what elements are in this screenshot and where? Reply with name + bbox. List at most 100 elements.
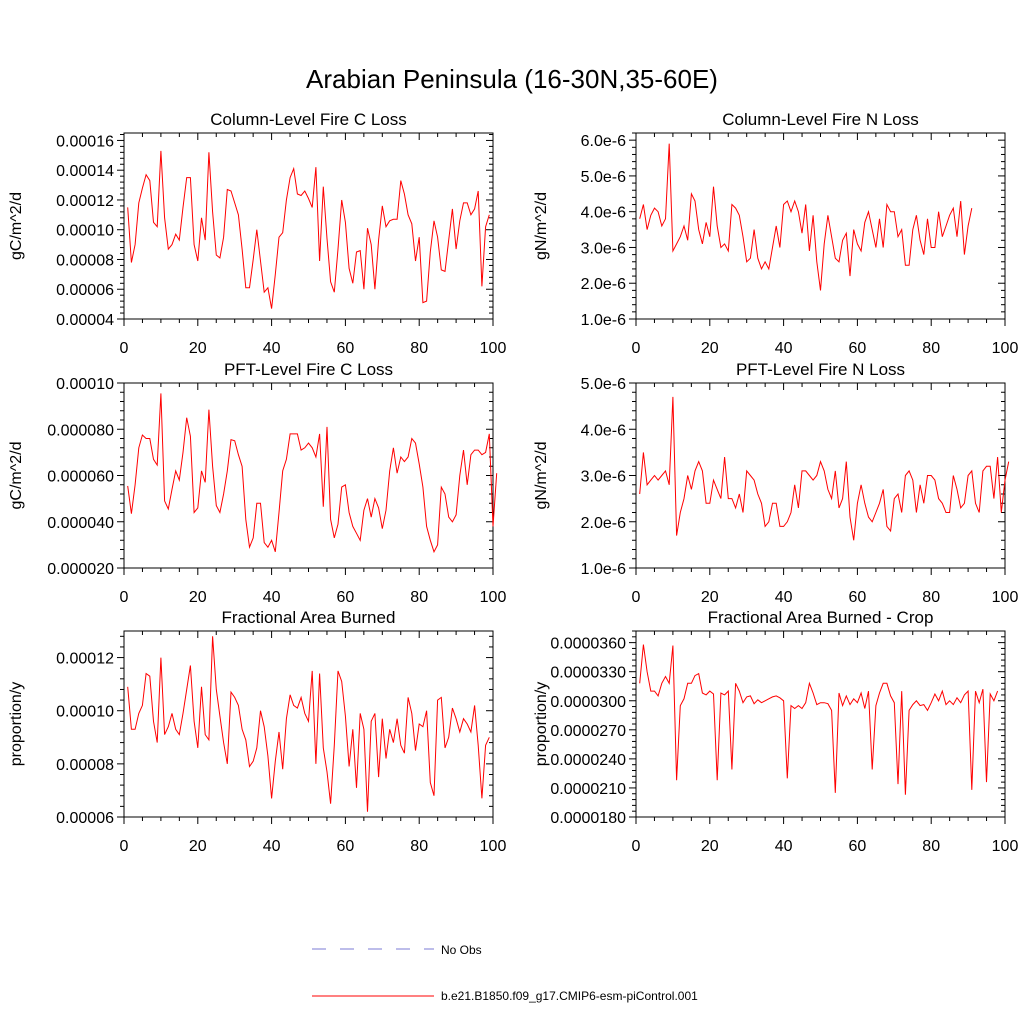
y-axis-label: gN/m^2/d <box>533 442 550 510</box>
x-tick-label: 100 <box>992 589 1019 606</box>
legend: No Obs b.e21.B1850.f09_g17.CMIP6-esm-piC… <box>312 943 698 1003</box>
y-axis-label: gC/m^2/d <box>8 192 25 260</box>
y-tick-label: 6.0e-6 <box>581 133 626 150</box>
x-tick-label: 60 <box>337 589 355 606</box>
y-tick-label: 0.00012 <box>56 193 114 210</box>
x-tick-label: 80 <box>922 838 940 855</box>
x-tick-label: 0 <box>120 589 129 606</box>
x-tick-label: 60 <box>849 340 867 357</box>
x-tick-label: 80 <box>922 340 940 357</box>
legend-label-model: b.e21.B1850.f09_g17.CMIP6-esm-piControl.… <box>441 989 698 1003</box>
y-tick-label: 0.0000180 <box>550 810 626 827</box>
plot-frame <box>123 132 494 320</box>
y-tick-label: 0.000040 <box>47 515 114 532</box>
series-line <box>639 143 973 291</box>
panels: Column-Level Fire C Loss 0 20 40 60 80 100 0.00… <box>8 110 1018 855</box>
x-tick-label: 0 <box>632 589 641 606</box>
x-tick-label: 20 <box>189 340 207 357</box>
y-tick-label: 0.0000270 <box>550 723 626 740</box>
y-tick-label: 0.00006 <box>56 282 114 299</box>
y-tick-label: 1.0e-6 <box>581 561 626 578</box>
y-tick-label: 0.0000240 <box>550 752 626 769</box>
chart-panel-1: Column-Level Fire C Loss 0 20 40 60 80 100 0.00… <box>8 110 506 357</box>
plot-frame <box>635 630 1006 818</box>
series-line <box>639 396 1010 541</box>
panel-title: PFT-Level Fire N Loss <box>736 360 905 379</box>
x-tick-label: 80 <box>410 340 428 357</box>
chart-panel-2: Column-Level Fire N Loss 0 20 40 60 80 100 1.0e… <box>533 110 1018 357</box>
series-line <box>639 644 999 795</box>
y-tick-label: 0.000080 <box>47 422 114 439</box>
panel-title: Column-Level Fire C Loss <box>210 110 407 129</box>
chart-panel-3: PFT-Level Fire C Loss 0 20 40 60 80 100 0.00002… <box>8 360 506 606</box>
panel-title: Fractional Area Burned <box>222 608 396 627</box>
y-tick-label: 0.00014 <box>56 163 114 180</box>
y-tick-label: 4.0e-6 <box>581 422 626 439</box>
y-tick-label: 0.00012 <box>56 651 114 668</box>
y-tick-label: 0.00008 <box>56 252 114 269</box>
y-tick-label: 0.0000210 <box>550 781 626 798</box>
panel-title: PFT-Level Fire C Loss <box>224 360 393 379</box>
x-tick-label: 40 <box>263 340 281 357</box>
y-tick-label: 2.0e-6 <box>581 276 626 293</box>
y-tick-label: 0.000060 <box>47 469 114 486</box>
x-tick-label: 40 <box>263 589 281 606</box>
x-tick-label: 60 <box>337 838 355 855</box>
y-axis-label: gC/m^2/d <box>8 442 25 510</box>
y-axis-label: gN/m^2/d <box>533 192 550 260</box>
y-tick-label: 0.00010 <box>56 376 114 393</box>
y-tick-label: 0.0000360 <box>550 636 626 653</box>
x-tick-label: 40 <box>775 838 793 855</box>
y-tick-label: 5.0e-6 <box>581 376 626 393</box>
y-axis-label: proportion/y <box>533 682 550 767</box>
x-tick-label: 100 <box>480 340 507 357</box>
x-tick-label: 60 <box>849 838 867 855</box>
y-tick-label: 4.0e-6 <box>581 205 626 222</box>
series-line <box>127 636 490 812</box>
x-tick-label: 20 <box>189 838 207 855</box>
y-tick-label: 0.00010 <box>56 704 114 721</box>
series-line <box>127 393 498 554</box>
x-tick-label: 40 <box>775 340 793 357</box>
plot-frame <box>123 630 494 818</box>
y-tick-label: 5.0e-6 <box>581 169 626 186</box>
x-tick-label: 40 <box>775 589 793 606</box>
plot-frame <box>635 132 1006 320</box>
x-tick-label: 100 <box>992 340 1019 357</box>
panel-title: Fractional Area Burned - Crop <box>708 608 934 627</box>
x-tick-label: 20 <box>701 340 719 357</box>
y-tick-label: 0.00016 <box>56 133 114 150</box>
y-tick-label: 0.00004 <box>56 312 114 329</box>
x-tick-label: 0 <box>120 340 129 357</box>
y-tick-label: 0.000020 <box>47 561 114 578</box>
x-tick-label: 100 <box>480 838 507 855</box>
x-tick-label: 20 <box>189 589 207 606</box>
x-tick-label: 80 <box>410 589 428 606</box>
x-tick-label: 80 <box>410 838 428 855</box>
x-tick-label: 80 <box>922 589 940 606</box>
y-axis-label: proportion/y <box>8 682 25 767</box>
panel-title: Column-Level Fire N Loss <box>722 110 919 129</box>
plot-frame <box>635 382 1006 569</box>
y-tick-label: 1.0e-6 <box>581 312 626 329</box>
x-tick-label: 0 <box>632 340 641 357</box>
y-tick-label: 3.0e-6 <box>581 469 626 486</box>
legend-label-no-obs: No Obs <box>441 943 482 957</box>
x-tick-label: 60 <box>337 340 355 357</box>
x-tick-label: 100 <box>480 589 507 606</box>
main-title: Arabian Peninsula (16-30N,35-60E) <box>306 64 718 94</box>
x-tick-label: 20 <box>701 838 719 855</box>
x-tick-label: 0 <box>632 838 641 855</box>
y-tick-label: 0.0000330 <box>550 665 626 682</box>
y-tick-label: 0.00010 <box>56 223 114 240</box>
y-tick-label: 0.0000300 <box>550 694 626 711</box>
chart-panel-6: Fractional Area Burned - Crop 0 20 40 60 80 10… <box>533 608 1018 855</box>
y-tick-label: 2.0e-6 <box>581 515 626 532</box>
x-tick-label: 60 <box>849 589 867 606</box>
x-tick-label: 0 <box>120 838 129 855</box>
chart-panel-4: PFT-Level Fire N Loss 0 20 40 60 80 100 1.0e-6 2… <box>533 360 1018 606</box>
x-tick-label: 40 <box>263 838 281 855</box>
x-tick-label: 20 <box>701 589 719 606</box>
series-line <box>127 150 490 309</box>
